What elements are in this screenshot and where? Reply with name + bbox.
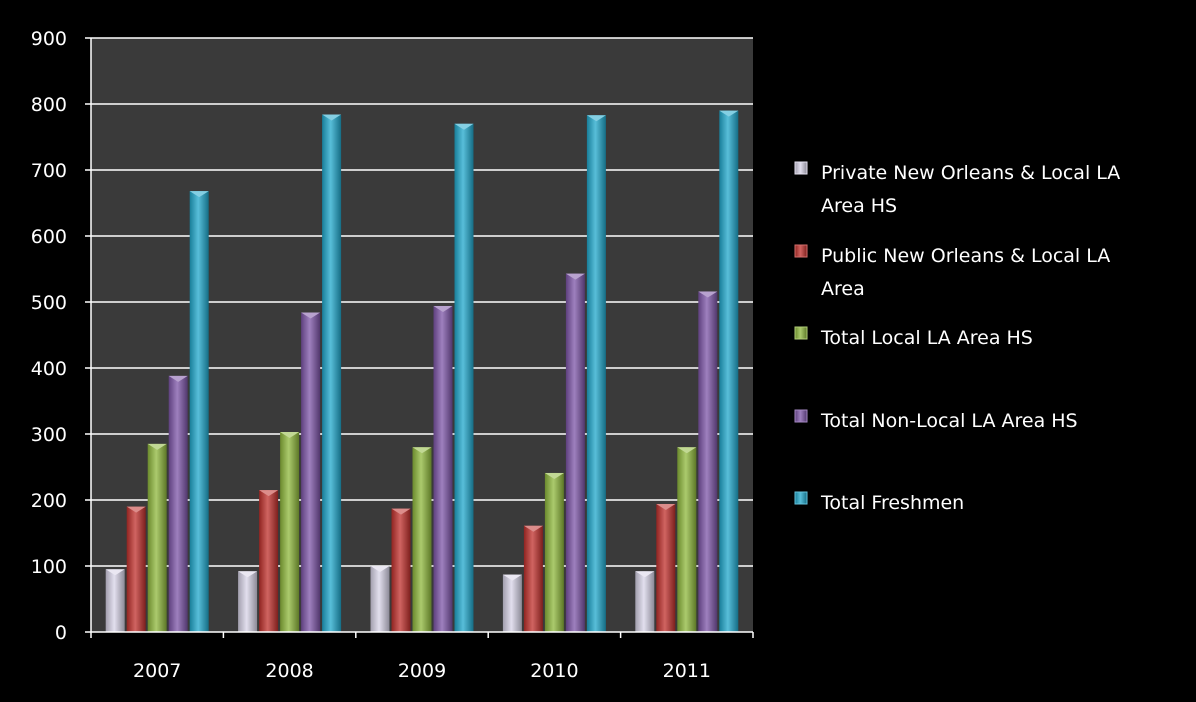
y-tick-label: 200 xyxy=(31,490,67,512)
bar xyxy=(544,472,564,632)
x-tick-label: 2008 xyxy=(265,660,313,682)
bar-cap xyxy=(126,506,146,513)
bar xyxy=(454,123,474,633)
legend-swatch xyxy=(794,409,808,423)
legend-swatch xyxy=(794,326,808,340)
bar-cap xyxy=(677,447,697,454)
bar-cap xyxy=(168,375,188,382)
x-tick-label: 2009 xyxy=(398,660,446,682)
legend-label: Area xyxy=(821,278,865,300)
bar xyxy=(259,490,279,632)
bar-cap xyxy=(565,273,585,280)
legend-label: Total Freshmen xyxy=(820,492,964,514)
bar-cap xyxy=(189,191,209,198)
bar-cap xyxy=(370,566,390,572)
bar xyxy=(370,566,390,632)
bar-cap xyxy=(301,312,321,319)
bar xyxy=(238,571,258,632)
bar xyxy=(412,447,432,632)
y-tick-label: 800 xyxy=(31,94,67,116)
y-tick-label: 600 xyxy=(31,226,67,248)
y-tick-label: 400 xyxy=(31,358,67,380)
axes: 0 100 200 300 400 500 600 700 800 900 2007 2008 2009… xyxy=(31,28,754,682)
legend-label: Area HS xyxy=(821,195,897,217)
bar-cap xyxy=(454,123,474,130)
y-tick-label: 900 xyxy=(31,28,67,50)
bar xyxy=(126,506,146,632)
bar xyxy=(656,503,676,632)
bar-cap xyxy=(656,503,676,510)
bar xyxy=(502,574,522,632)
x-tick-label: 2007 xyxy=(133,660,181,682)
bar xyxy=(301,312,321,632)
bar-cap xyxy=(412,447,432,454)
bar xyxy=(635,571,655,632)
bar-cap xyxy=(502,574,522,581)
legend-label: Total Local LA Area HS xyxy=(820,327,1033,349)
y-tick-label: 300 xyxy=(31,424,67,446)
legend-label: Public New Orleans & Local LA xyxy=(821,245,1110,267)
legend-label: Private New Orleans & Local LA xyxy=(821,162,1120,184)
bar xyxy=(433,305,453,632)
bar xyxy=(523,525,543,632)
legend-swatch xyxy=(794,161,808,175)
bar-cap xyxy=(238,571,258,578)
bar xyxy=(168,375,188,632)
bar-cap xyxy=(586,115,606,122)
bar xyxy=(391,508,411,632)
bar xyxy=(322,114,342,632)
bar-cap xyxy=(433,305,453,312)
y-tick-label: 700 xyxy=(31,160,67,182)
bar-cap xyxy=(105,569,125,576)
bar-cap xyxy=(147,443,167,450)
bar xyxy=(586,115,606,633)
bar xyxy=(565,273,585,632)
bar-cap xyxy=(544,472,564,479)
bar xyxy=(719,110,739,633)
y-tick-label: 0 xyxy=(55,622,67,644)
legend-swatch xyxy=(794,491,808,505)
bar-cap xyxy=(391,508,411,515)
x-tick-label: 2010 xyxy=(530,660,578,682)
bar-cap xyxy=(322,114,342,121)
y-tick-label: 100 xyxy=(31,556,67,578)
bar xyxy=(677,447,697,632)
bar-cap xyxy=(280,432,300,439)
bar-cap xyxy=(259,490,279,497)
bar-cap xyxy=(698,291,718,298)
y-tick-label: 500 xyxy=(31,292,67,314)
legend-label: Total Non-Local LA Area HS xyxy=(820,410,1078,432)
bar-cap xyxy=(719,110,739,117)
legend-swatch xyxy=(794,244,808,258)
bars xyxy=(105,110,739,633)
bar xyxy=(189,191,209,632)
bar xyxy=(105,569,125,632)
bar-cap xyxy=(635,571,655,578)
x-tick-label: 2011 xyxy=(663,660,711,682)
legend: Private New Orleans & Local LA Area HS Pub… xyxy=(794,161,1120,514)
bar xyxy=(147,443,167,632)
bar xyxy=(698,291,718,632)
bar xyxy=(280,432,300,632)
bar-cap xyxy=(523,525,543,532)
